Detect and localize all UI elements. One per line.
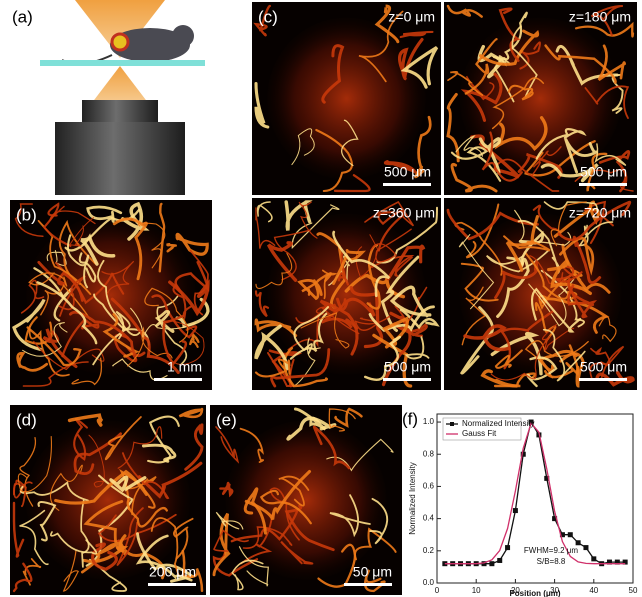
y-axis-label: Normalized Intensity <box>408 462 417 534</box>
annotation: FWHM=9.2 μm <box>524 546 579 555</box>
window <box>112 34 128 50</box>
scale-bar-label: 500 μm <box>580 164 627 180</box>
panel-label: (d) <box>16 410 37 429</box>
scale-bar-label: 500 μm <box>580 359 627 375</box>
panel-label: (c) <box>258 7 278 26</box>
y-tick-label: 0.0 <box>423 578 435 587</box>
data-point <box>583 545 588 550</box>
data-point <box>513 508 518 513</box>
depth-label: z=720 μm <box>569 205 631 221</box>
x-tick-label: 40 <box>589 586 598 595</box>
x-axis-label: Position (μm) <box>509 589 560 597</box>
annotation: S/B=8.8 <box>537 557 566 566</box>
scale-bar <box>154 378 202 381</box>
y-tick-label: 0.6 <box>423 482 435 491</box>
setup-illustration <box>40 0 205 195</box>
data-point <box>505 545 510 550</box>
panel-label: (b) <box>16 205 37 224</box>
x-tick-label: 50 <box>629 586 638 595</box>
data-point <box>591 556 596 561</box>
legend-label: Normalized Intensity <box>462 419 534 428</box>
y-tick-label: 0.2 <box>423 546 435 555</box>
objective-top <box>82 100 158 122</box>
scale-bar <box>148 583 196 586</box>
x-tick-label: 10 <box>472 586 481 595</box>
data-point <box>497 558 502 563</box>
x-tick-label: 0 <box>435 586 440 595</box>
scale-bar <box>383 183 431 186</box>
scale-bar-label: 1 mm <box>167 359 202 375</box>
scale-bar <box>344 583 392 586</box>
panel-label: (e) <box>216 410 237 429</box>
depth-label: z=180 μm <box>569 9 631 25</box>
scale-bar-label: 50 μm <box>353 564 392 580</box>
legend-marker <box>450 422 454 426</box>
panel-label: (a) <box>12 7 33 26</box>
y-tick-label: 0.8 <box>423 449 435 458</box>
page: (a) (b) 1 mm z=0 μm 500 μm z=180 μm 500 μm z=3… <box>0 0 642 597</box>
data-point <box>568 532 573 537</box>
scale-bar <box>383 378 431 381</box>
scale-bar <box>579 378 627 381</box>
glass <box>40 60 205 66</box>
figure: (a) (b) 1 mm z=0 μm 500 μm z=180 μm 500 μm z=3… <box>0 0 642 597</box>
data-point <box>489 561 494 566</box>
depth-label: z=0 μm <box>388 9 435 25</box>
scale-bar-label: 500 μm <box>384 359 431 375</box>
scale-bar-label: 500 μm <box>384 164 431 180</box>
y-tick-label: 1.0 <box>423 417 435 426</box>
panel-label: (f) <box>402 409 418 428</box>
data-point <box>576 540 581 545</box>
scale-bar <box>579 183 627 186</box>
scale-bar-label: 200 μm <box>149 564 196 580</box>
depth-label: z=360 μm <box>373 205 435 221</box>
glow <box>267 17 426 179</box>
mouse-head <box>172 25 194 47</box>
legend-label: Gauss Fit <box>462 429 497 438</box>
y-tick-label: 0.4 <box>423 514 435 523</box>
objective <box>55 122 185 195</box>
